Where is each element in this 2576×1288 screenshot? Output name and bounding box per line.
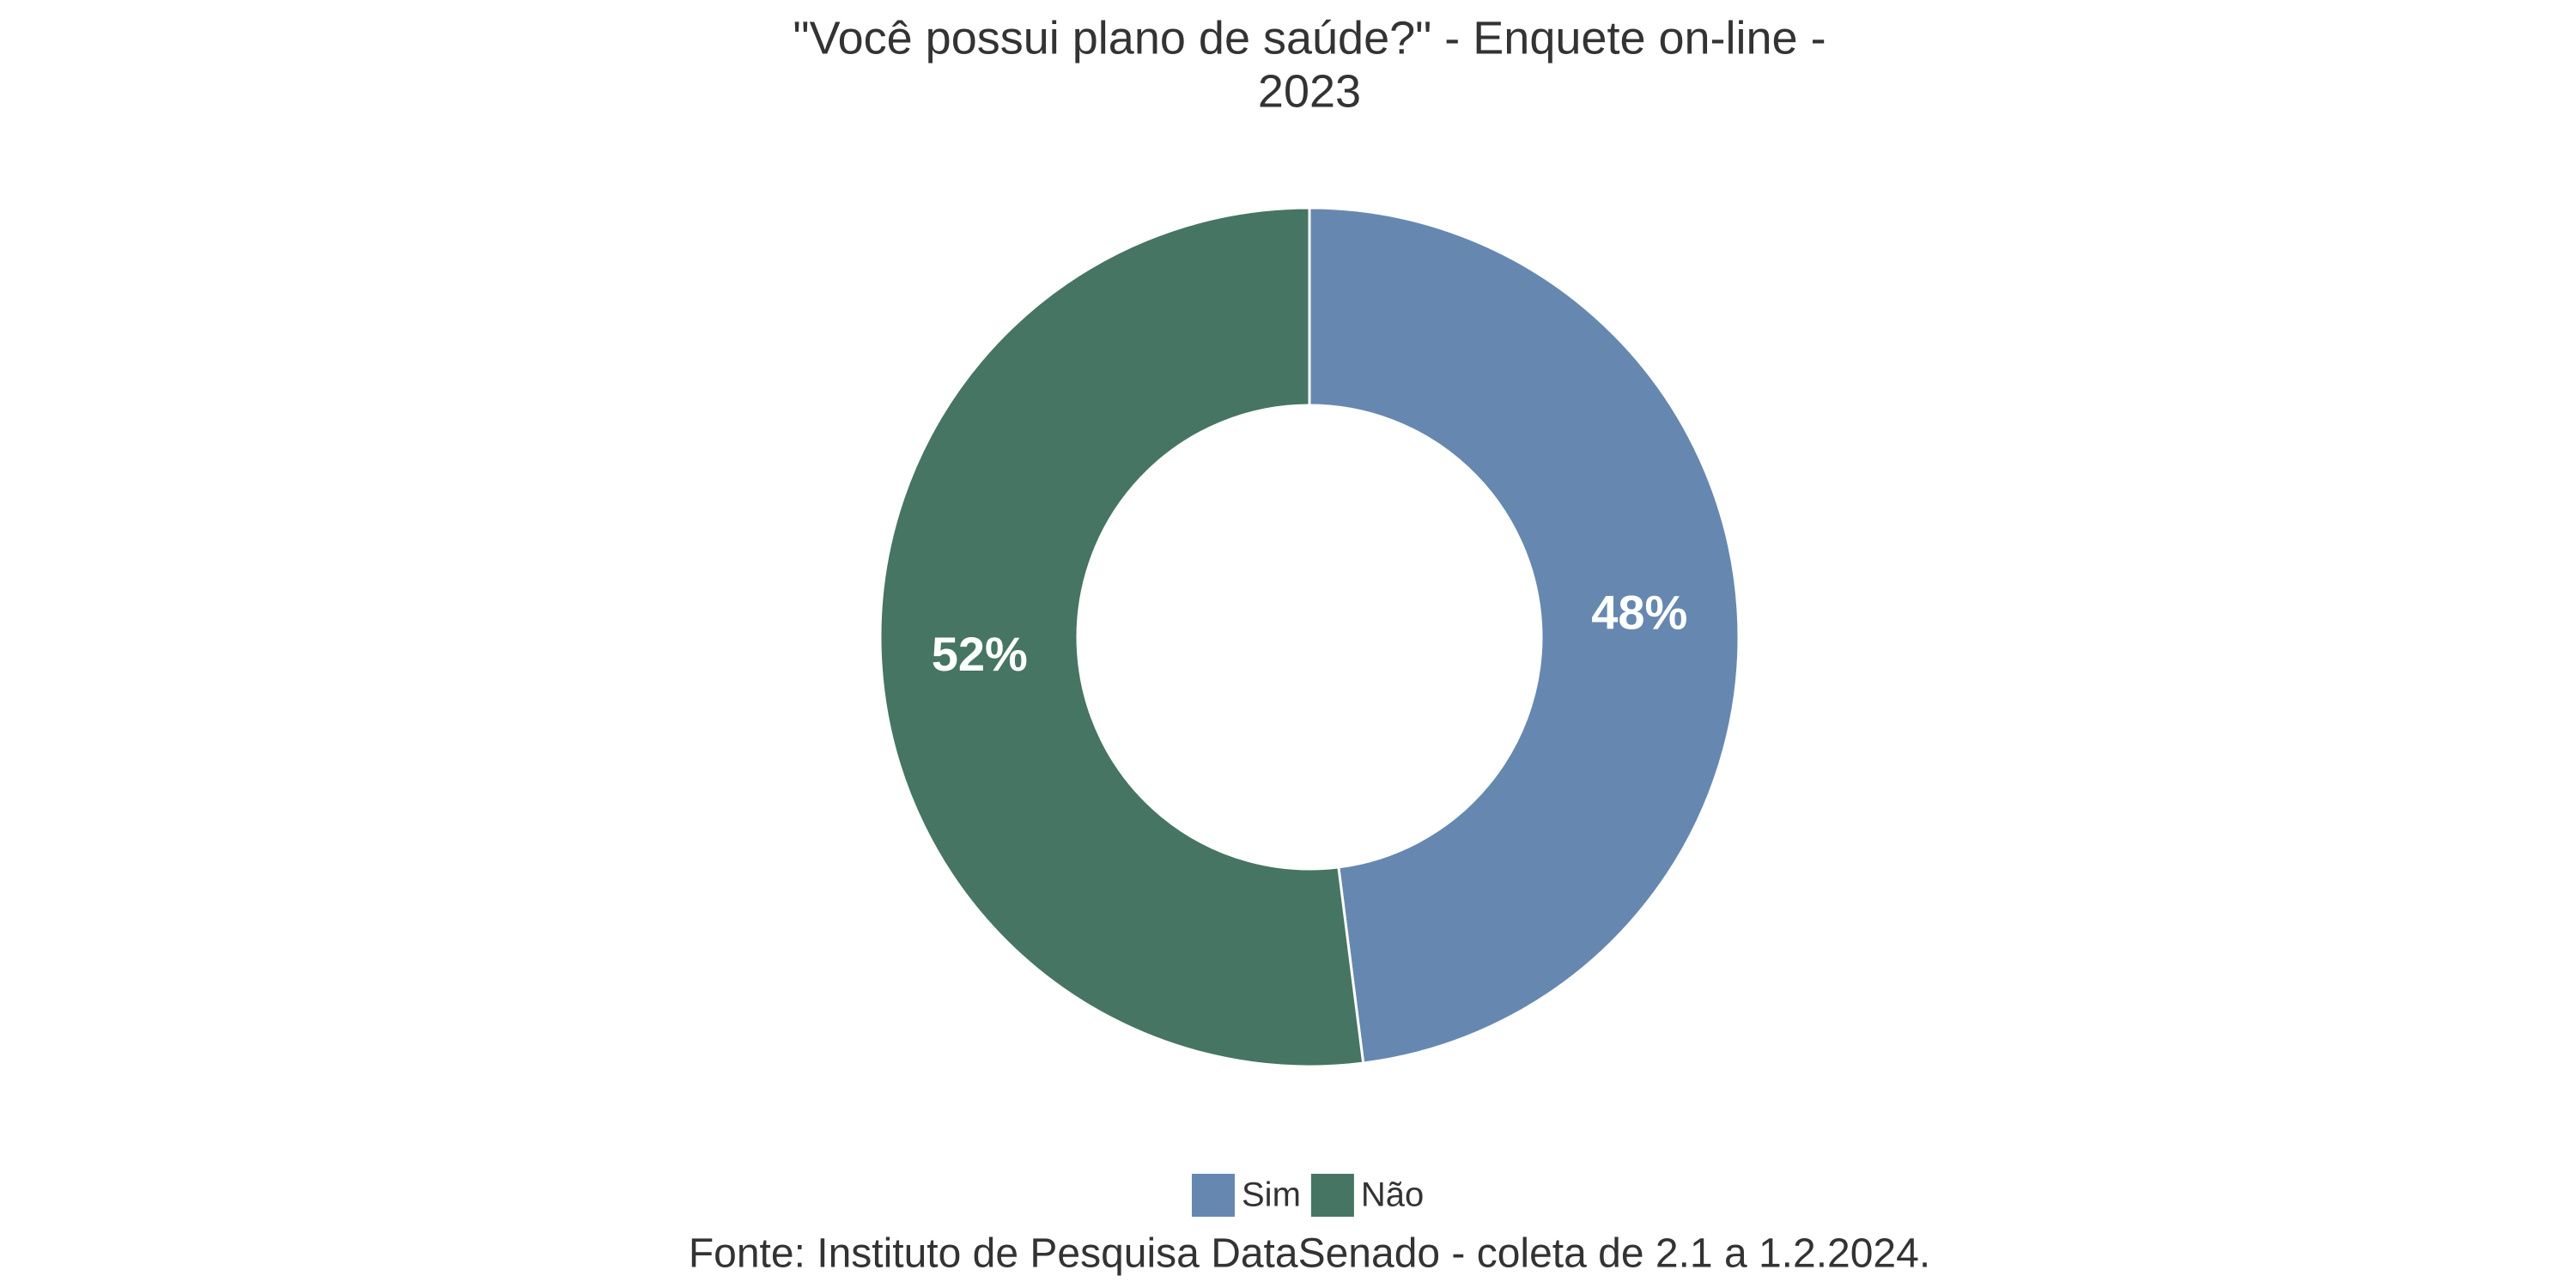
legend-label: Não [1361, 1176, 1424, 1214]
donut-slice [1308, 206, 1741, 1065]
caption: Fonte: Instituto de Pesquisa DataSenado … [689, 1231, 1930, 1277]
chart-title: "Você possui plano de saúde?" - Enquete … [793, 12, 1826, 64]
legend-label: Sim [1242, 1176, 1301, 1214]
donut-slice [878, 206, 1365, 1068]
legend-swatch [1192, 1174, 1235, 1217]
data-label: 52% [932, 627, 1028, 681]
chart-title: 2023 [1258, 65, 1361, 117]
legend-swatch [1310, 1174, 1354, 1217]
data-label: 48% [1591, 586, 1687, 640]
